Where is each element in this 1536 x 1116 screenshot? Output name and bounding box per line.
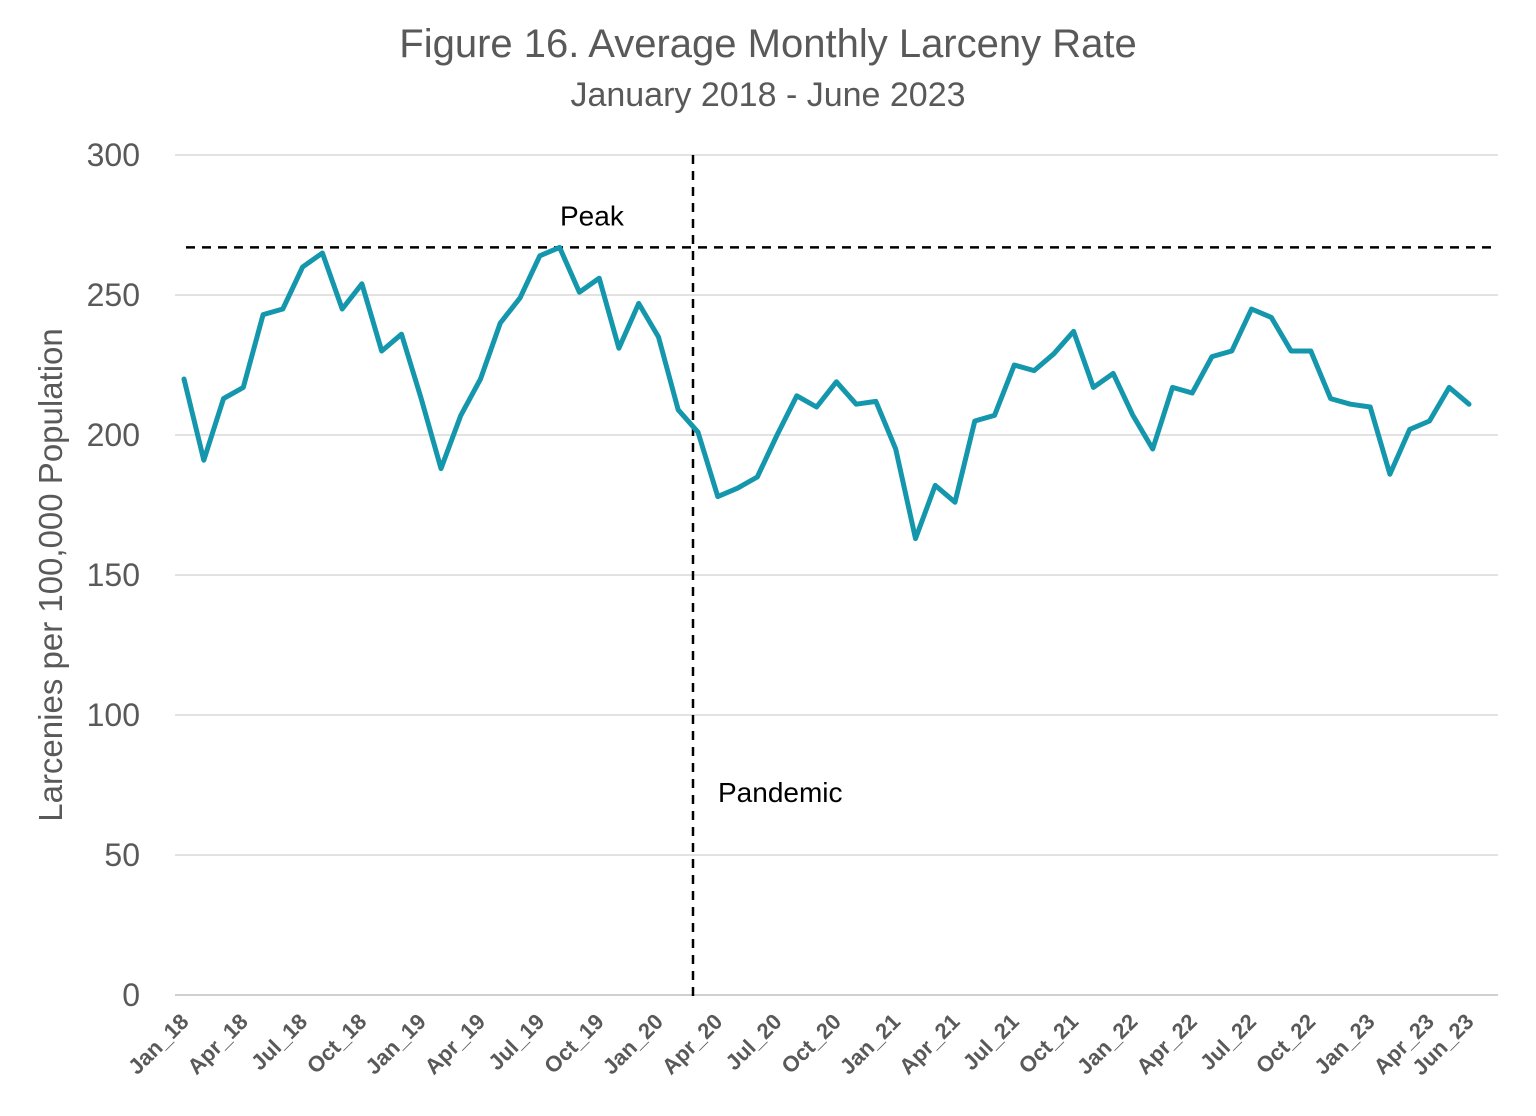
x-tick-label: Jul_22 bbox=[1195, 1009, 1261, 1075]
x-tick-label: Jul_21 bbox=[958, 1009, 1024, 1075]
x-tick-label: Jan_19 bbox=[360, 1009, 430, 1079]
y-axis-label: Larcenies per 100,000 Population bbox=[32, 328, 69, 822]
x-tick-label: Jan_22 bbox=[1072, 1009, 1142, 1079]
x-tick-label: Jan_23 bbox=[1309, 1009, 1379, 1079]
x-tick-label: Oct_22 bbox=[1251, 1009, 1321, 1079]
x-tick-label: Jan_18 bbox=[123, 1009, 193, 1079]
annotations: Peak Pandemic bbox=[186, 155, 1497, 1003]
x-tick-label: Jul_18 bbox=[246, 1009, 312, 1075]
grid-lines bbox=[175, 154, 1498, 996]
y-tick-label: 50 bbox=[104, 837, 140, 873]
x-tick-label: Jan_21 bbox=[835, 1009, 905, 1079]
y-tick-label: 150 bbox=[87, 557, 140, 593]
x-tick-label: Apr_19 bbox=[420, 1009, 490, 1079]
x-axis-ticks: Jan_18Apr_18Jul_18Oct_18Jan_19Apr_19Jul_… bbox=[123, 1009, 1478, 1080]
x-tick-label: Jan_20 bbox=[598, 1009, 668, 1079]
chart-subtitle: January 2018 - June 2023 bbox=[570, 76, 966, 114]
x-tick-label: Apr_21 bbox=[894, 1009, 964, 1079]
series-layer bbox=[181, 244, 1472, 542]
x-tick-label: Jul_19 bbox=[483, 1009, 549, 1075]
y-axis-ticks: 0 50 100 150 200 250 300 bbox=[87, 137, 140, 1013]
x-tick-label: Jul_20 bbox=[720, 1009, 786, 1075]
y-tick-label: 300 bbox=[87, 137, 140, 173]
series-line-larceny-rate bbox=[181, 244, 1472, 542]
x-tick-label: Oct_20 bbox=[776, 1009, 846, 1079]
y-tick-label: 100 bbox=[87, 697, 140, 733]
peak-annotation-label: Peak bbox=[560, 200, 625, 231]
x-tick-label: Oct_21 bbox=[1014, 1009, 1084, 1079]
y-tick-label: 250 bbox=[87, 277, 140, 313]
chart-title: Figure 16. Average Monthly Larceny Rate bbox=[399, 22, 1137, 66]
x-tick-label: Apr_22 bbox=[1131, 1009, 1201, 1079]
x-tick-label: Apr_18 bbox=[182, 1009, 252, 1079]
x-tick-label: Oct_19 bbox=[539, 1009, 609, 1079]
y-tick-label: 200 bbox=[87, 417, 140, 453]
x-tick-label: Oct_18 bbox=[302, 1009, 372, 1079]
x-tick-label: Apr_20 bbox=[657, 1009, 727, 1079]
y-tick-label: 0 bbox=[122, 977, 140, 1013]
pandemic-annotation-label: Pandemic bbox=[718, 777, 843, 808]
